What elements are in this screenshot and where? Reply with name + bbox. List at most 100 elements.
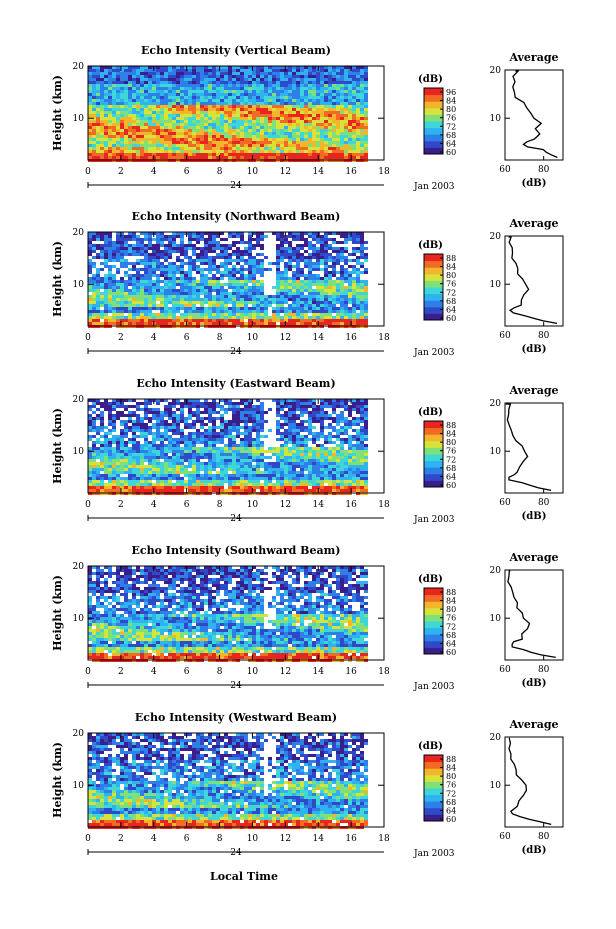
heatmap-cell <box>328 81 332 84</box>
heatmap-cell <box>340 66 344 69</box>
heatmap-cell <box>180 123 184 126</box>
heatmap-cell <box>352 247 356 250</box>
heatmap-cell <box>88 289 92 292</box>
heatmap-cell <box>336 135 340 138</box>
heatmap-cell <box>176 156 180 159</box>
heatmap-cell <box>228 322 232 325</box>
heatmap-cell <box>140 102 144 105</box>
heatmap-cell <box>336 126 340 129</box>
colorbar-swatch <box>424 313 443 321</box>
heatmap-cell <box>96 120 100 123</box>
heatmap-cell <box>100 253 104 256</box>
heatmap-cell <box>248 262 252 265</box>
heatmap-cell <box>140 295 144 298</box>
heatmap-cell <box>256 313 260 316</box>
heatmap-cell <box>308 253 312 256</box>
heatmap-cell <box>348 117 352 120</box>
heatmap-cell <box>136 141 140 144</box>
heatmap-cell <box>108 147 112 150</box>
heatmap-cell <box>336 138 340 141</box>
heatmap-cell <box>256 69 260 72</box>
heatmap-cell <box>212 129 216 132</box>
heatmap-cell <box>236 313 240 316</box>
heatmap-cell <box>300 93 304 96</box>
heatmap-cell <box>336 262 340 265</box>
heatmap-cell <box>196 316 200 319</box>
heatmap-cell <box>316 420 320 423</box>
heatmap-cell <box>312 147 316 150</box>
heatmap-cell <box>280 399 284 402</box>
heatmap-cell <box>212 244 216 247</box>
heatmap-cell <box>304 141 308 144</box>
heatmap-cell <box>120 262 124 265</box>
heatmap-cell <box>176 298 180 301</box>
heatmap-cell <box>332 268 336 271</box>
heatmap-cell <box>260 274 264 277</box>
heatmap-cell <box>112 301 116 304</box>
heatmap-cell <box>348 310 352 313</box>
x-tick-label: 8 <box>217 333 223 343</box>
heatmap-cell <box>292 147 296 150</box>
heatmap-cell <box>240 235 244 238</box>
heatmap-cell <box>296 307 300 310</box>
heatmap-cell <box>92 280 96 283</box>
heatmap-cell <box>296 429 300 432</box>
heatmap-cell <box>192 120 196 123</box>
heatmap-cell <box>252 150 256 153</box>
heatmap-cell <box>128 253 132 256</box>
heatmap-cell <box>128 141 132 144</box>
heatmap-cell <box>244 298 248 301</box>
heatmap-cell <box>252 120 256 123</box>
heatmap-cell <box>228 99 232 102</box>
heatmap-cell <box>136 78 140 81</box>
heatmap-cell <box>360 280 364 283</box>
heatmap-cell <box>236 402 240 405</box>
heatmap-cell <box>244 307 248 310</box>
heatmap-cell <box>356 241 360 244</box>
heatmap-cell <box>340 304 344 307</box>
heatmap-cell <box>112 298 116 301</box>
heatmap-cell <box>172 247 176 250</box>
heatmap-cell <box>252 90 256 93</box>
heatmap-cell <box>304 105 308 108</box>
heatmap-cell <box>260 271 264 274</box>
heatmap-cell <box>336 417 340 420</box>
heatmap-cell <box>144 114 148 117</box>
heatmap-cell <box>280 138 284 141</box>
heatmap-cell <box>312 280 316 283</box>
heatmap-cell <box>88 147 92 150</box>
heatmap-cell <box>248 66 252 69</box>
heatmap-cell <box>204 96 208 99</box>
heatmap-cell <box>156 126 160 129</box>
heatmap-cell <box>296 105 300 108</box>
heatmap-cell <box>188 75 192 78</box>
heatmap-cell <box>236 102 240 105</box>
heatmap-cell <box>244 93 248 96</box>
heatmap-cell <box>192 289 196 292</box>
heatmap-cell <box>140 241 144 244</box>
heatmap-cell <box>364 114 368 117</box>
heatmap-cell <box>256 414 260 417</box>
heatmap-cell <box>100 129 104 132</box>
heatmap-cell <box>156 120 160 123</box>
heatmap-cell <box>228 402 232 405</box>
heatmap-cell <box>128 72 132 75</box>
heatmap-cell <box>272 298 276 301</box>
heatmap-cell <box>176 244 180 247</box>
heatmap-cell <box>160 301 164 304</box>
heatmap-cell <box>256 420 260 423</box>
heatmap-cell <box>200 72 204 75</box>
heatmap-cell <box>272 102 276 105</box>
heatmap-cell <box>320 307 324 310</box>
heatmap-cell <box>364 292 368 295</box>
heatmap-cell <box>264 132 268 135</box>
heatmap-cell <box>176 259 180 262</box>
heatmap-cell <box>176 135 180 138</box>
heatmap-cell <box>328 319 332 322</box>
heatmap-cell <box>92 75 96 78</box>
heatmap-cell <box>164 253 168 256</box>
heatmap-cell <box>128 132 132 135</box>
heatmap-cell <box>340 138 344 141</box>
heatmap-cell <box>232 153 236 156</box>
heatmap-cell <box>116 435 120 438</box>
